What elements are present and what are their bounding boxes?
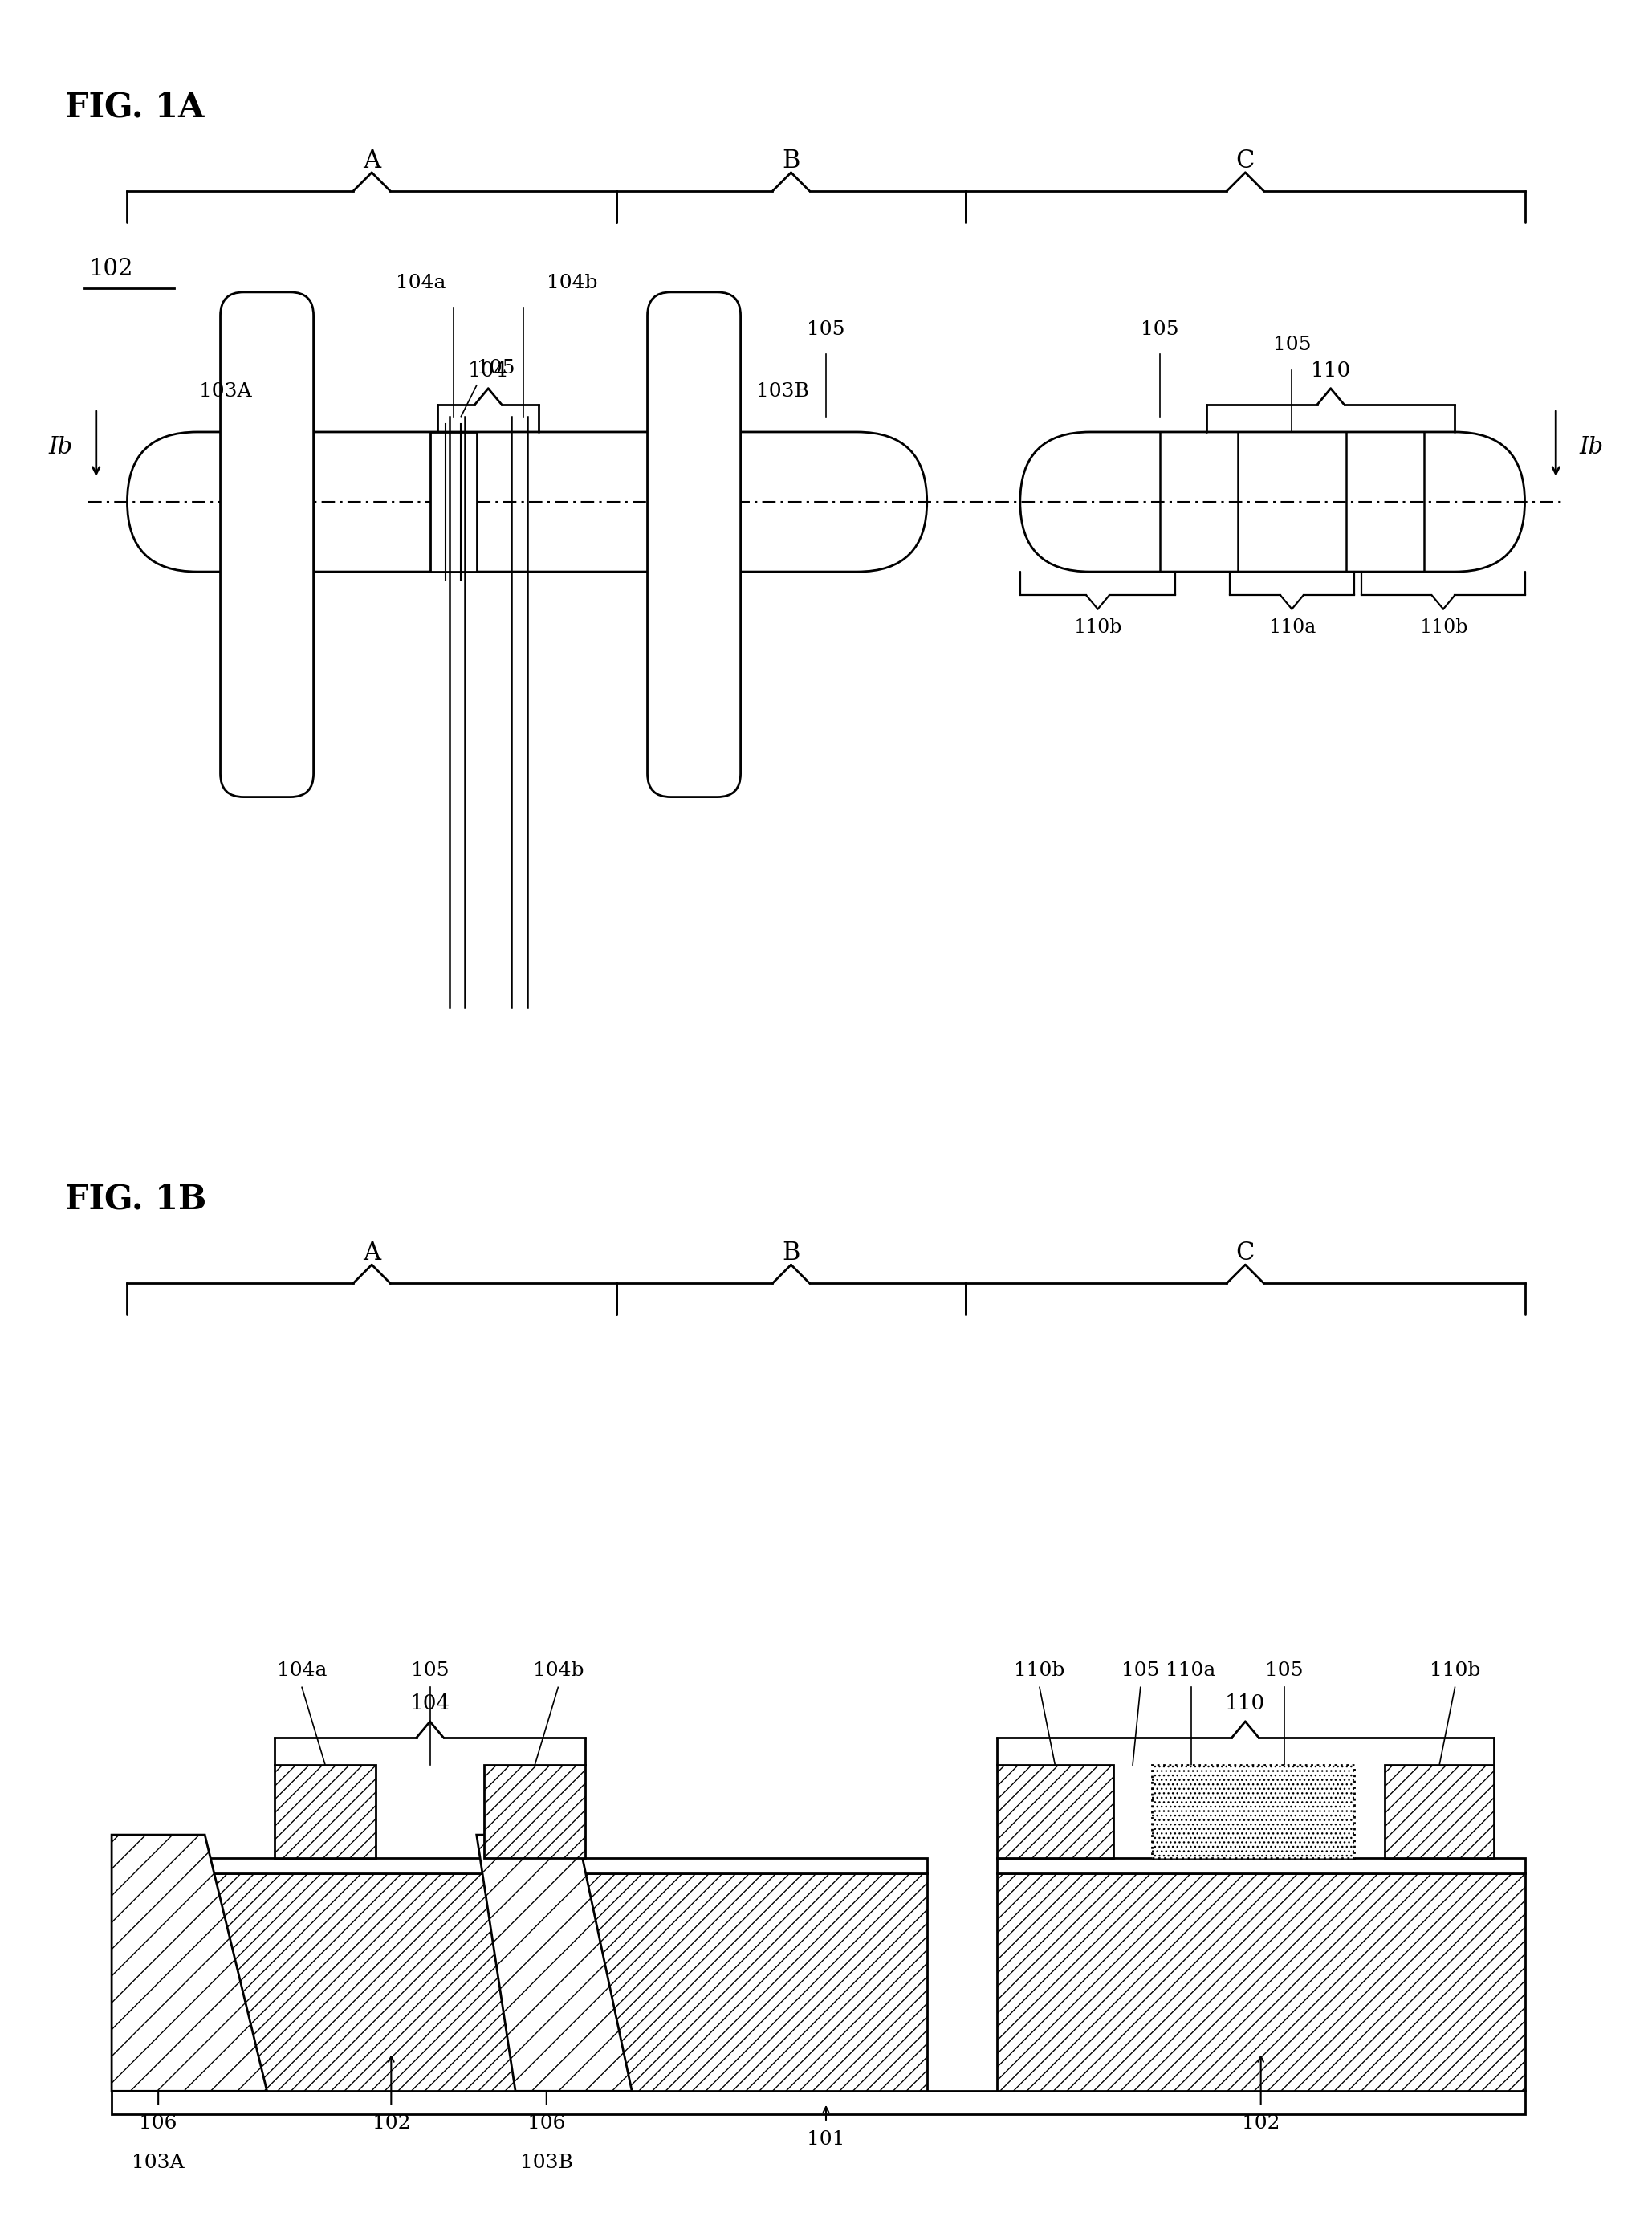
- Bar: [112, 1859, 927, 1875]
- Text: 104: 104: [410, 1694, 451, 1714]
- Text: 105: 105: [1272, 337, 1312, 354]
- Text: 104b: 104b: [547, 274, 598, 292]
- Text: 101: 101: [806, 2131, 846, 2149]
- Bar: [112, 1875, 927, 2091]
- Text: 102: 102: [372, 2115, 410, 2133]
- Bar: [1151, 1765, 1355, 1859]
- Text: 106: 106: [527, 2115, 565, 2133]
- Text: C: C: [1236, 149, 1254, 174]
- Text: 103A: 103A: [198, 383, 251, 401]
- Text: B: B: [781, 149, 800, 174]
- Text: Ib: Ib: [1579, 437, 1604, 459]
- Text: 106: 106: [139, 2115, 177, 2133]
- Bar: [274, 1765, 375, 1859]
- Polygon shape: [112, 1834, 268, 2091]
- Text: 105: 105: [411, 1661, 449, 1678]
- Text: 103B: 103B: [757, 383, 809, 401]
- Text: 110b: 110b: [1014, 1661, 1066, 1678]
- FancyBboxPatch shape: [1021, 432, 1525, 573]
- Text: 104a: 104a: [395, 274, 446, 292]
- Text: 105: 105: [1122, 1661, 1160, 1678]
- Text: 105: 105: [477, 359, 515, 377]
- Bar: [996, 1859, 1525, 1875]
- Bar: [996, 1875, 1525, 2091]
- Text: 104a: 104a: [278, 1661, 327, 1678]
- Bar: [112, 2091, 1525, 2115]
- Text: B: B: [781, 1242, 800, 1266]
- Text: 110b: 110b: [1429, 1661, 1480, 1678]
- Text: 104b: 104b: [532, 1661, 583, 1678]
- Text: 110b: 110b: [1074, 617, 1122, 637]
- Bar: [430, 432, 477, 573]
- FancyBboxPatch shape: [648, 292, 740, 798]
- Text: 103B: 103B: [520, 2153, 573, 2171]
- Text: 110: 110: [1310, 361, 1351, 381]
- Text: 105: 105: [806, 321, 846, 339]
- Text: 110a: 110a: [1166, 1661, 1216, 1678]
- Text: C: C: [1236, 1242, 1254, 1266]
- Bar: [484, 1765, 585, 1859]
- Text: 105: 105: [1265, 1661, 1303, 1678]
- Text: 104: 104: [468, 361, 509, 381]
- Text: A: A: [363, 1242, 380, 1266]
- Text: A: A: [363, 149, 380, 174]
- Text: 105: 105: [1142, 321, 1180, 339]
- Text: 110: 110: [1226, 1694, 1265, 1714]
- Text: FIG. 1A: FIG. 1A: [64, 89, 205, 125]
- Text: 103A: 103A: [132, 2153, 185, 2171]
- FancyBboxPatch shape: [220, 292, 314, 798]
- Text: 102: 102: [89, 259, 132, 281]
- Polygon shape: [477, 1834, 631, 2091]
- Bar: [1151, 1765, 1355, 1859]
- Text: 110b: 110b: [1419, 617, 1467, 637]
- Text: FIG. 1B: FIG. 1B: [64, 1181, 206, 1217]
- Bar: [996, 1765, 1113, 1859]
- Bar: [1384, 1765, 1493, 1859]
- Text: Ib: Ib: [48, 437, 73, 459]
- FancyBboxPatch shape: [127, 432, 927, 573]
- Text: 110a: 110a: [1269, 617, 1315, 637]
- Text: 102: 102: [1242, 2115, 1280, 2133]
